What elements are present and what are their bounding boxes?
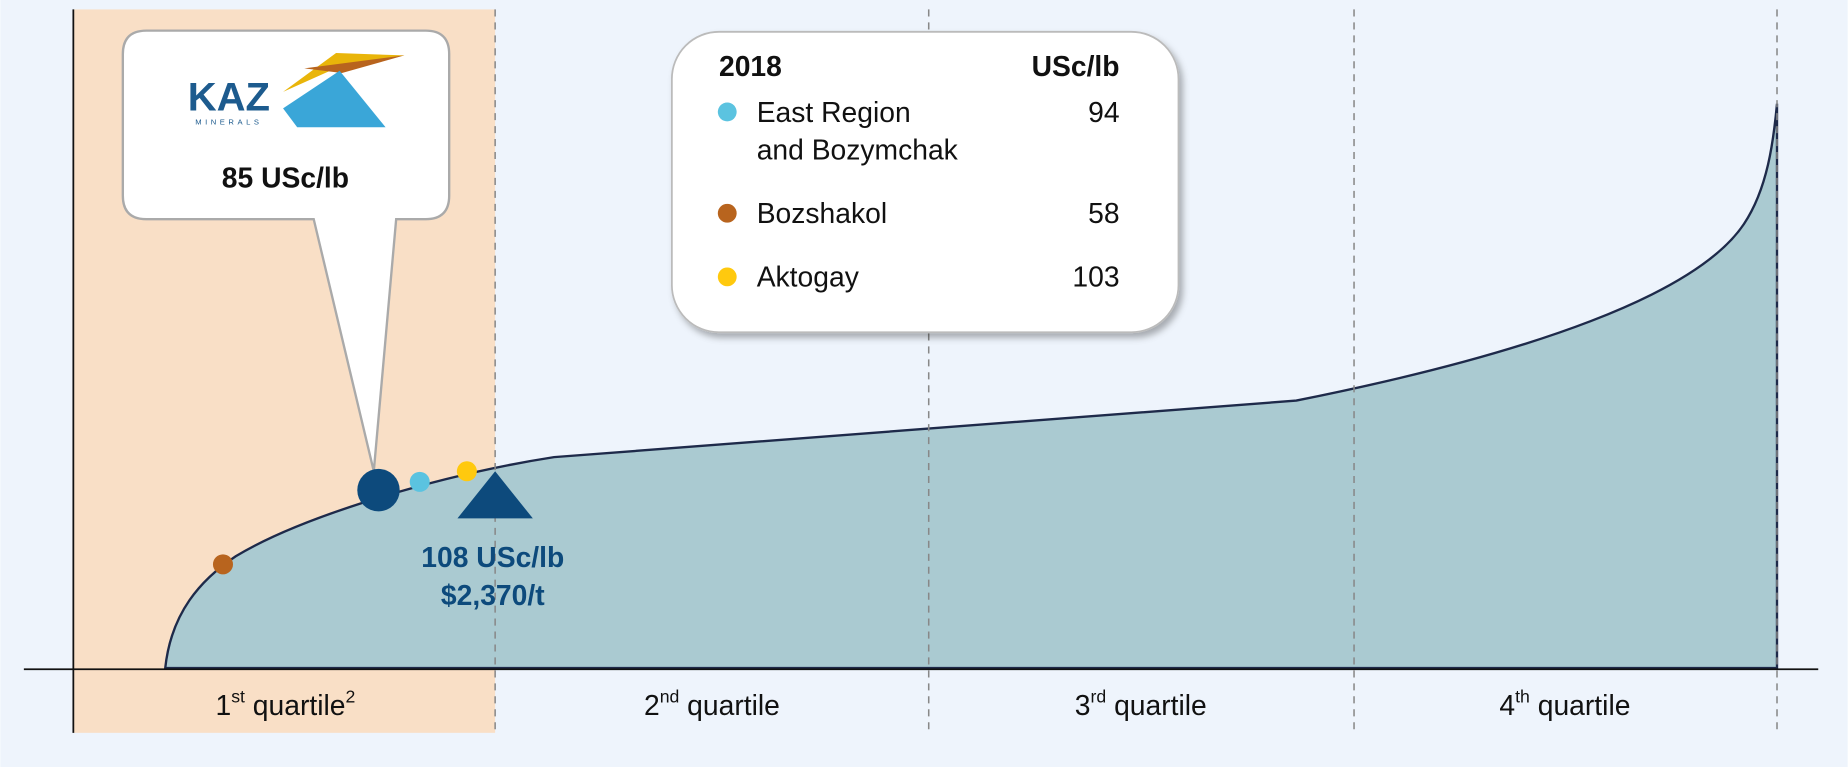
legend-value: 103: [1072, 261, 1119, 293]
legend-name: Bozshakol: [757, 197, 887, 229]
logo-text: KAZ: [188, 76, 270, 120]
quartile-label: 1st quartile2: [215, 686, 355, 721]
quartile-suffix: rd: [1091, 686, 1107, 706]
legend-name: Aktogay: [757, 261, 860, 293]
quartile-text: quartile: [1530, 690, 1631, 722]
quartile-label: 2nd quartile: [644, 686, 780, 721]
legend-unit: USc/lb: [1032, 50, 1120, 82]
quartile-ordinal: 1: [215, 690, 231, 722]
quartile-text: quartile: [1106, 690, 1207, 722]
quartile-suffix: nd: [660, 686, 680, 706]
quartile-ordinal: 4: [1499, 690, 1515, 722]
legend-name: East Region: [757, 96, 911, 128]
legend-marker: [717, 203, 737, 223]
quartile-label: 3rd quartile: [1075, 686, 1207, 721]
logo-subtext: MINERALS: [195, 118, 262, 127]
legend-value: 94: [1088, 96, 1119, 128]
quartile-ordinal: 3: [1075, 690, 1091, 722]
legend-value: 58: [1088, 197, 1119, 229]
quartile-suffix: th: [1515, 686, 1530, 706]
legend-box: [670, 30, 1180, 334]
asset-dot: [212, 554, 233, 575]
asset-dot: [456, 461, 477, 482]
logo-shape: [283, 70, 386, 128]
quartile-label: 4th quartile: [1499, 686, 1630, 721]
quartile-text: quartile: [245, 690, 346, 722]
legend-marker: [717, 267, 737, 287]
asset-dot: [409, 471, 430, 492]
legend-name: and Bozymchak: [757, 133, 959, 165]
legend-year: 2018: [719, 50, 782, 82]
quartile-note: 2: [346, 686, 356, 706]
quartile-marker-label: 108 USc/lb: [421, 541, 564, 573]
company-value-label: 85 USc/lb: [222, 162, 349, 194]
cost-curve: [163, 103, 1779, 670]
quartile-ordinal: 2: [644, 690, 660, 722]
quartile-suffix: st: [231, 686, 245, 706]
company-dot: [357, 468, 400, 512]
legend-marker: [717, 102, 737, 122]
company-callout: [121, 29, 451, 472]
logo-shape: [304, 55, 405, 74]
quartile-marker-label: $2,370/t: [441, 579, 545, 611]
logo-shape: [283, 53, 405, 92]
quartile-text: quartile: [679, 690, 780, 722]
quartile-marker: [457, 471, 533, 519]
